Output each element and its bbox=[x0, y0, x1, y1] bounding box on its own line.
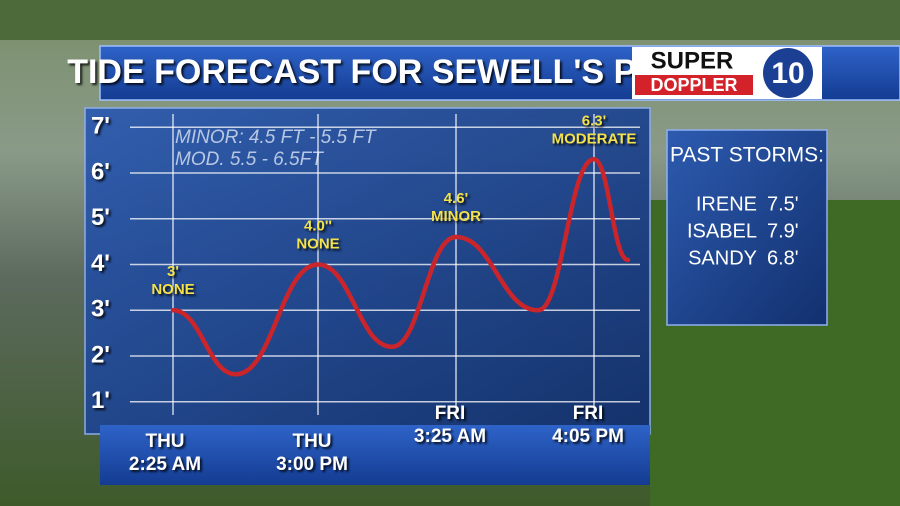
storm-name: ISABEL bbox=[687, 220, 757, 242]
side-panel bbox=[666, 129, 828, 326]
side-title: PAST STORMS: bbox=[670, 144, 824, 167]
data-label: 3' bbox=[167, 263, 179, 280]
stage-label: MODERATE bbox=[552, 130, 637, 147]
logo-number: 10 bbox=[771, 57, 804, 90]
x-tick-day: FRI bbox=[435, 403, 466, 424]
stage-label: MINOR bbox=[431, 208, 481, 225]
x-label-bar bbox=[100, 425, 650, 485]
x-tick-day: THU bbox=[145, 431, 184, 452]
storm-value: 7.9' bbox=[767, 220, 799, 242]
annotation: MINOR: 4.5 FT - 5.5 FT bbox=[175, 127, 377, 148]
logo-text: SUPER bbox=[651, 47, 734, 74]
x-tick-label: 3:00 PM bbox=[276, 454, 348, 475]
logo-circle bbox=[763, 48, 813, 98]
chart-title: TIDE FORECAST FOR SEWELL'S PT. bbox=[67, 53, 663, 91]
stage-label: NONE bbox=[296, 235, 339, 252]
x-tick-label: 4:05 PM bbox=[552, 426, 624, 447]
x-tick-day: THU bbox=[292, 431, 331, 452]
data-label: 6.3' bbox=[582, 112, 606, 129]
logo-band bbox=[635, 75, 753, 95]
storm-name: IRENE bbox=[696, 193, 757, 215]
annotation: MOD. 5.5 - 6.5FT bbox=[175, 149, 324, 170]
storm-value: 6.8' bbox=[767, 247, 799, 269]
storm-value: 7.5' bbox=[767, 193, 799, 215]
trees bbox=[0, 0, 900, 40]
data-label: 4.0'' bbox=[304, 217, 332, 234]
y-tick-label: 2' bbox=[91, 341, 110, 368]
data-label: 4.6' bbox=[444, 190, 468, 207]
x-tick-label: 3:25 AM bbox=[414, 426, 486, 447]
x-tick-label: 2:25 AM bbox=[129, 454, 201, 475]
storm-name: SANDY bbox=[688, 247, 757, 269]
tide-line bbox=[170, 157, 631, 377]
y-tick-label: 7' bbox=[91, 113, 110, 140]
y-tick-label: 5' bbox=[91, 204, 110, 231]
y-tick-label: 6' bbox=[91, 158, 110, 185]
stage-label: NONE bbox=[151, 281, 194, 298]
x-tick-day: FRI bbox=[573, 403, 604, 424]
y-tick-label: 4' bbox=[91, 250, 110, 277]
logo-text: DOPPLER bbox=[650, 75, 737, 95]
y-tick-label: 1' bbox=[91, 387, 110, 414]
y-tick-label: 3' bbox=[91, 296, 110, 323]
